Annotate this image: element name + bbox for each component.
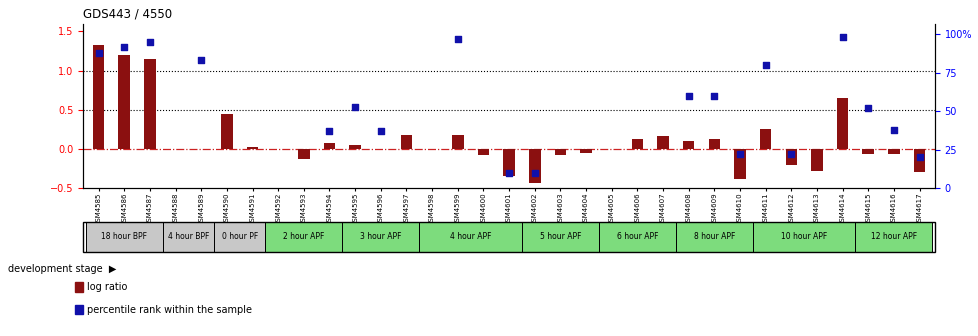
Point [782,152,798,157]
Text: development stage  ▶: development stage ▶ [8,264,116,274]
Text: GDS443 / 4550: GDS443 / 4550 [83,8,172,21]
Point [911,155,926,160]
Point [757,62,773,68]
Point [91,50,107,55]
Bar [419,222,521,252]
Point [194,58,209,63]
Point [834,35,850,40]
Bar [656,136,668,149]
Bar [836,98,848,149]
Bar [599,222,675,252]
Bar [246,146,258,149]
Bar [221,114,233,149]
Bar [86,222,162,252]
Bar [400,135,412,149]
Bar [759,129,771,149]
Bar [887,149,899,155]
Bar [75,305,83,314]
Point [885,127,901,132]
Bar [93,45,105,149]
Bar [75,282,83,292]
Bar [752,222,855,252]
Text: 2 hour APF: 2 hour APF [283,233,324,241]
Bar [555,149,565,155]
Point [732,152,747,157]
Point [501,170,516,175]
Bar [118,55,130,149]
Bar [342,222,419,252]
Bar [162,222,214,252]
Bar [452,135,463,149]
Bar [297,149,309,159]
Point [373,129,388,134]
Text: log ratio: log ratio [87,283,127,292]
Text: 4 hour BPF: 4 hour BPF [167,233,209,241]
Bar [580,149,592,153]
Point [142,39,157,45]
Point [526,170,542,175]
Bar [265,222,342,252]
Bar [708,139,720,149]
Point [322,129,337,134]
Text: 3 hour APF: 3 hour APF [360,233,401,241]
Bar [528,149,540,183]
Bar [521,222,599,252]
Point [706,93,722,98]
Text: 4 hour APF: 4 hour APF [449,233,491,241]
Point [116,44,132,49]
Bar [631,139,643,149]
Bar [324,143,334,149]
Bar [349,145,361,149]
Text: 0 hour PF: 0 hour PF [221,233,257,241]
Bar [912,149,924,172]
Bar [477,149,489,155]
Bar [144,59,156,149]
Text: 8 hour APF: 8 hour APF [693,233,734,241]
Text: 6 hour APF: 6 hour APF [616,233,657,241]
Bar [683,141,693,149]
Bar [862,149,873,155]
Bar [784,149,796,165]
Bar [675,222,752,252]
Text: 10 hour APF: 10 hour APF [780,233,826,241]
Text: 5 hour APF: 5 hour APF [539,233,581,241]
Point [680,93,695,98]
Bar [811,149,822,171]
Bar [855,222,931,252]
Point [347,104,363,109]
Point [860,106,875,111]
Point [450,36,466,42]
Bar [214,222,265,252]
Text: percentile rank within the sample: percentile rank within the sample [87,305,251,315]
Text: 12 hour APF: 12 hour APF [870,233,916,241]
Bar [734,149,745,179]
Text: 18 hour BPF: 18 hour BPF [101,233,147,241]
Bar [503,149,514,176]
